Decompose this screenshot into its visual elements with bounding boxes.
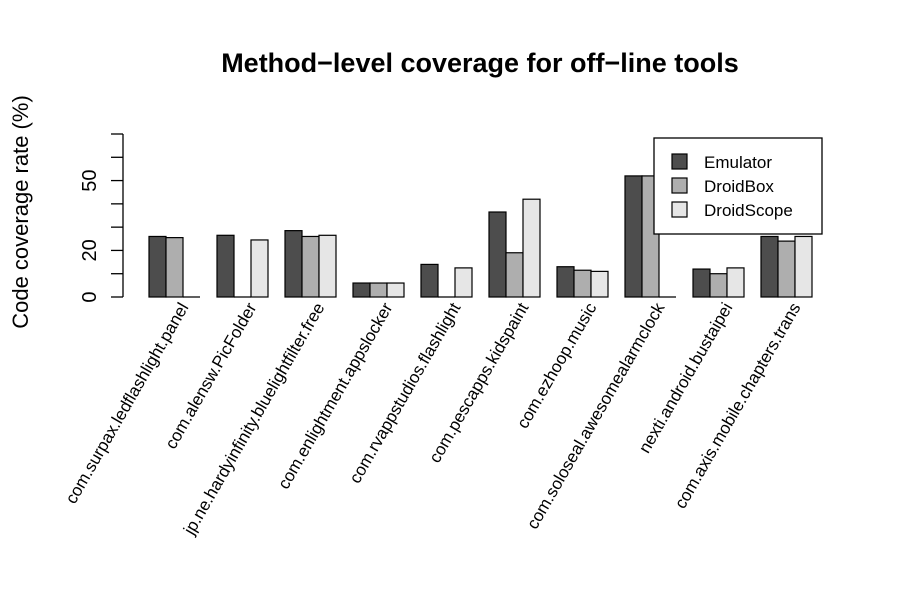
bar bbox=[692, 268, 711, 298]
bar bbox=[709, 273, 728, 298]
y-tick-label: 0 bbox=[79, 291, 101, 302]
y-axis: 0 20 50 bbox=[79, 133, 124, 303]
bar bbox=[369, 282, 388, 298]
chart-title: Method−level coverage for off−line tools bbox=[221, 48, 739, 78]
bar bbox=[454, 267, 473, 298]
bar bbox=[420, 263, 439, 298]
x-tick-label: com.soloseal.awesomealarmclock bbox=[523, 299, 669, 532]
x-tick-label: com.enlightment.appslocker bbox=[274, 299, 396, 492]
bar bbox=[573, 269, 592, 298]
x-tick-labels: com.surpax.ledflashlight.panelcom.alensw… bbox=[62, 299, 805, 539]
y-axis-label: Code coverage rate (%) bbox=[8, 95, 33, 329]
bar bbox=[148, 235, 167, 298]
legend-label: Emulator bbox=[704, 153, 772, 172]
legend-label: DroidScope bbox=[704, 201, 793, 220]
bar bbox=[216, 234, 235, 298]
x-tick-label: com.surpax.ledflashlight.panel bbox=[62, 300, 193, 508]
bar bbox=[505, 252, 524, 298]
y-tick-label: 50 bbox=[79, 169, 101, 191]
bar bbox=[726, 267, 745, 298]
legend-swatch bbox=[671, 153, 688, 170]
legend-swatch bbox=[671, 201, 688, 218]
legend-swatch bbox=[671, 177, 688, 194]
bar bbox=[556, 266, 575, 298]
x-tick-label: jp.ne.hardyinfinity.bluelightfilter.free bbox=[179, 300, 328, 539]
bar bbox=[760, 235, 779, 298]
legend-label: DroidBox bbox=[704, 177, 774, 196]
bar bbox=[624, 175, 643, 298]
bar bbox=[794, 235, 813, 298]
bar bbox=[352, 282, 371, 298]
bar bbox=[522, 198, 541, 298]
bar bbox=[488, 211, 507, 298]
bar bbox=[284, 230, 303, 298]
bar bbox=[386, 282, 405, 298]
bar bbox=[301, 235, 320, 298]
bar bbox=[777, 240, 796, 298]
bars bbox=[148, 175, 813, 298]
bar bbox=[250, 239, 269, 298]
bar bbox=[318, 234, 337, 298]
bar bbox=[590, 270, 609, 298]
y-tick-label: 20 bbox=[79, 239, 101, 261]
x-tick-label: com.axis.mobile.chapters.trans bbox=[671, 300, 805, 512]
bar bbox=[165, 237, 184, 298]
legend[interactable]: Emulator DroidBox DroidScope bbox=[653, 137, 823, 235]
